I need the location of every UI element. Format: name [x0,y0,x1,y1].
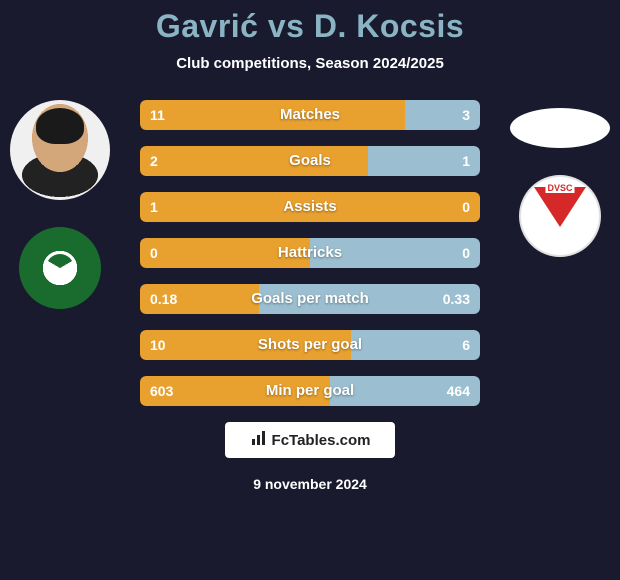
stat-row: Min per goal603 464 [140,376,480,406]
footer-site-text: FcTables.com [272,432,371,449]
stat-value-left: 0 [150,238,158,268]
page-title: Gavrić vs D. Kocsis [0,0,620,45]
footer-site-badge[interactable]: FcTables.com [225,422,395,458]
stat-row: Assists1 0 [140,192,480,222]
player-right-column [510,100,610,262]
comparison-chart: Matches113Goals21Assists10Hattricks00Goa… [0,100,620,406]
stat-row: Shots per goal10 6 [140,330,480,360]
page-subtitle: Club competitions, Season 2024/2025 [0,55,620,72]
stat-row: Hattricks0 0 [140,238,480,268]
stat-value-left: 1 [150,192,158,222]
stat-value-left: 2 [150,146,158,176]
player-left-avatar [10,100,110,200]
stat-value-left: 603 [150,376,173,406]
stat-label: Shots per goal [140,330,480,360]
stat-label: Assists [140,192,480,222]
stat-row: Matches11 3 [140,100,480,130]
stat-label: Matches [140,100,480,130]
stat-value-right: 464 [447,376,470,406]
player-right-club-crest [519,175,601,257]
stat-row: Goals2 1 [140,146,480,176]
stat-row: Goals per match0.18 0.33 [140,284,480,314]
player-left-column [10,100,110,314]
stat-value-left: 11 [150,100,165,130]
stat-value-right: 0 [462,192,470,222]
stat-value-right: 1 [462,146,470,176]
stat-value-left: 10 [150,330,166,360]
stat-value-right: 6 [462,330,470,360]
stat-bars-container: Matches113Goals21Assists10Hattricks00Goa… [140,100,480,406]
stat-value-right: 3 [462,100,470,130]
stat-label: Hattricks [140,238,480,268]
chart-icon [250,429,268,452]
stat-label: Goals per match [140,284,480,314]
footer-date: 9 november 2024 [0,476,620,492]
stat-label: Goals [140,146,480,176]
player-right-avatar [510,108,610,148]
player-left-club-crest [19,227,101,309]
stat-value-right: 0.33 [443,284,470,314]
avatar-placeholder-icon [10,100,110,200]
stat-value-right: 0 [462,238,470,268]
stat-label: Min per goal [140,376,480,406]
stat-value-left: 0.18 [150,284,177,314]
